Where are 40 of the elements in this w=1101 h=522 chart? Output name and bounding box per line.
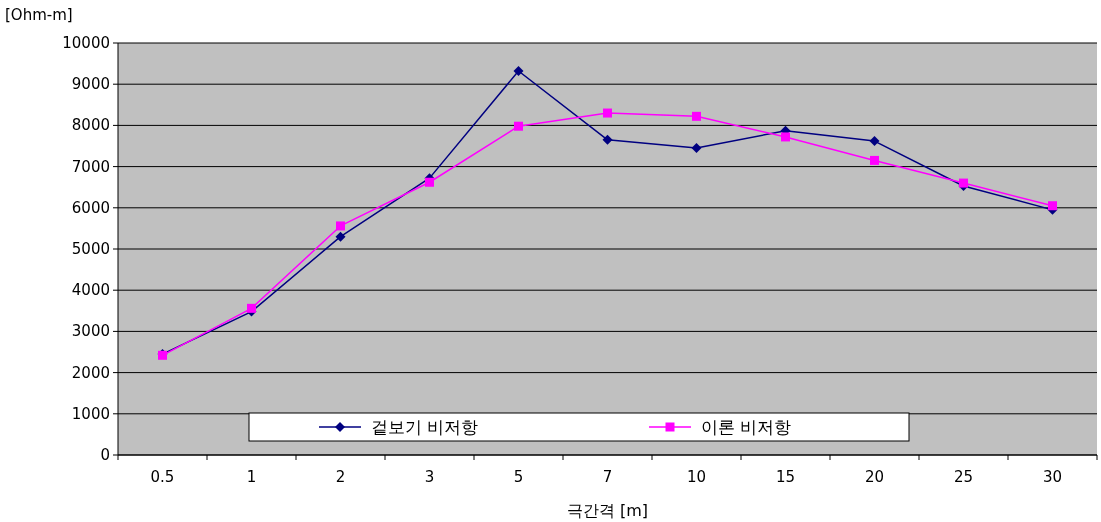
x-tick-label: 10	[686, 468, 707, 486]
y-tick-label: 0	[100, 446, 110, 464]
x-tick-label: 25	[953, 468, 974, 486]
point	[781, 132, 790, 142]
y-tick-label: 3000	[71, 322, 110, 341]
point	[425, 177, 434, 187]
y-tick-label: 1000	[71, 404, 110, 423]
y-tick-label: 9000	[71, 75, 110, 94]
point	[603, 108, 612, 118]
y-tick-label: 6000	[71, 198, 110, 217]
point	[869, 136, 880, 147]
point	[336, 221, 345, 231]
y-axis-title: [Ohm-m]	[5, 6, 73, 24]
x-tick-label: 1	[246, 468, 257, 486]
x-tick-label: 15	[775, 468, 796, 486]
y-tick-label: 7000	[71, 157, 110, 176]
x-tick-label: 30	[1042, 468, 1063, 486]
point	[1048, 201, 1057, 211]
point	[870, 155, 879, 165]
y-tick-label: 2000	[71, 363, 110, 382]
x-axis-title: 극간격 [m]	[566, 501, 649, 520]
y-tick-label: 4000	[71, 281, 110, 300]
x-tick-label: 5	[513, 468, 524, 486]
x-tick-label: 20	[864, 468, 885, 486]
x-tick-label: 2	[335, 468, 346, 486]
point	[514, 121, 523, 131]
x-tick-label: 7	[602, 468, 613, 486]
y-tick-label: 5000	[71, 240, 110, 258]
point	[335, 231, 346, 242]
x-tick-label: 3	[424, 468, 435, 486]
point	[513, 66, 524, 77]
point	[692, 111, 701, 121]
y-tick-label: 8000	[71, 116, 110, 135]
x-tick-label: 0.5	[150, 468, 175, 486]
legend-label: 이론 비저항	[701, 417, 792, 437]
point	[691, 143, 702, 154]
y-tick-label: 10000	[62, 34, 110, 52]
point	[602, 134, 613, 145]
legend-label: 겉보기 비저항	[371, 417, 479, 437]
point	[247, 303, 256, 313]
